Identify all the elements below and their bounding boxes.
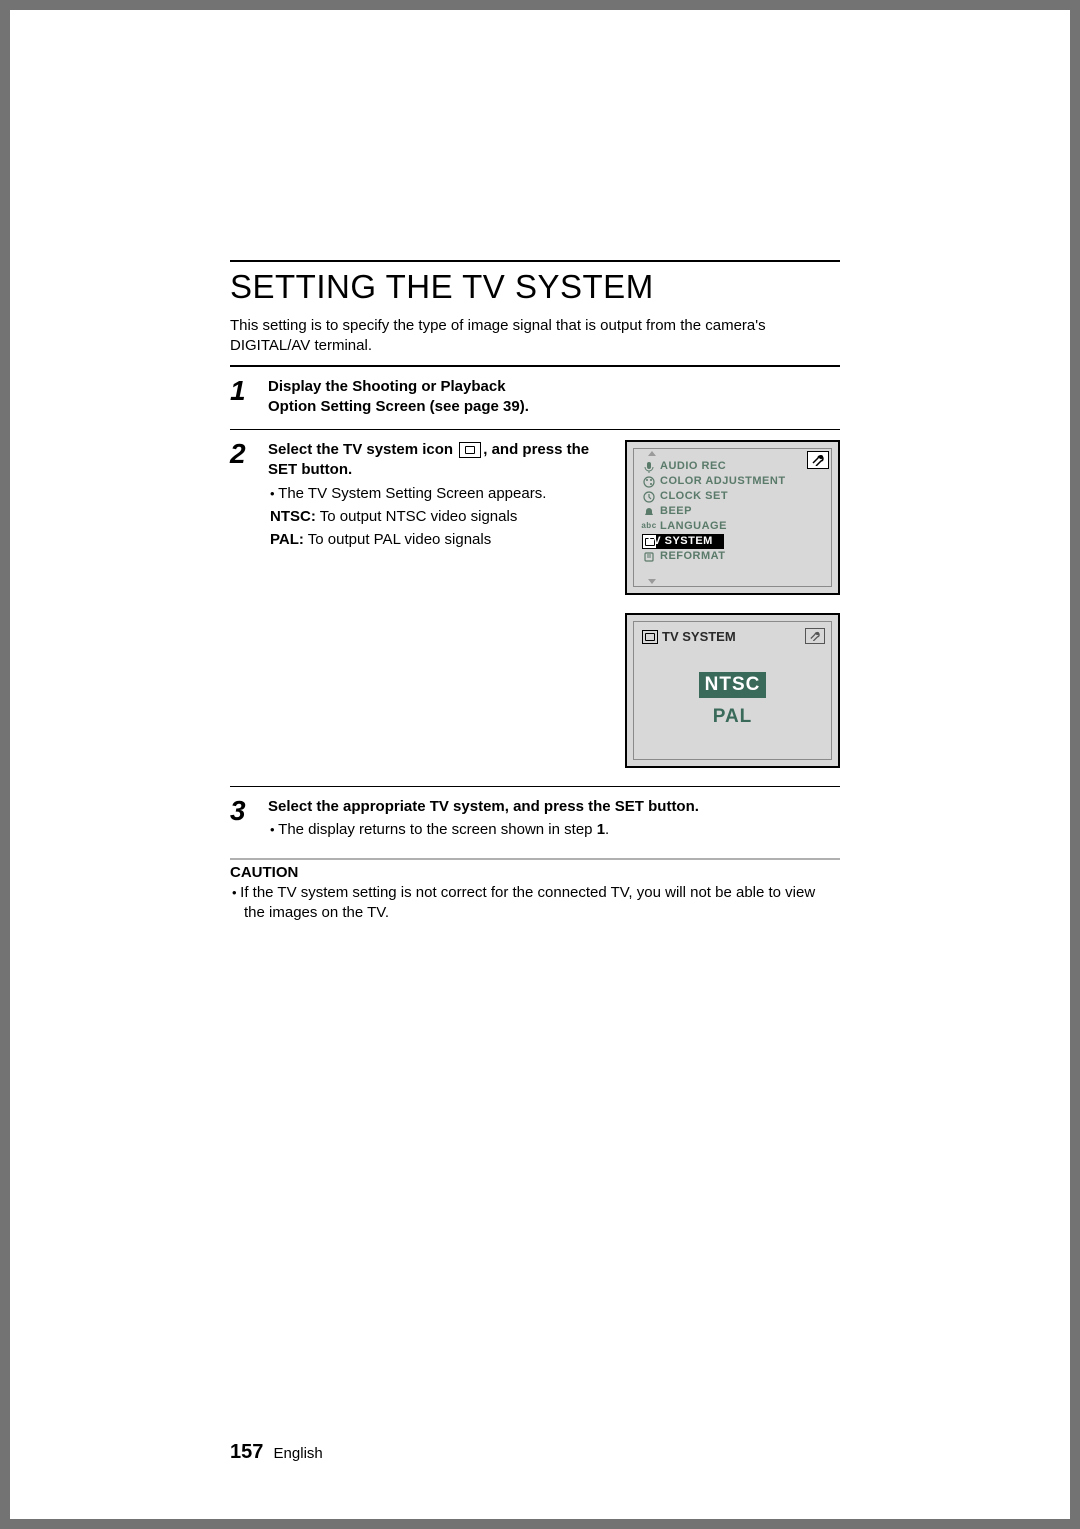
menu-item-audio-rec: AUDIO REC <box>642 459 802 474</box>
option-ntsc: NTSC <box>699 672 767 698</box>
step2-head-a: Select the TV system icon <box>268 441 457 458</box>
option-menu-list: AUDIO REC COLOR ADJUSTMENT CLOCK SET <box>642 459 802 564</box>
page-footer: 157 English <box>230 1441 323 1464</box>
lcd-screen-tv-system: TV SYSTEM NTSC PAL <box>625 613 840 768</box>
step3-sub-a: The display returns to the screen shown … <box>278 821 597 838</box>
step2-sub1: The TV System Setting Screen appears. <box>268 484 605 504</box>
lcd2-title-text: TV SYSTEM <box>662 628 736 646</box>
step-heading: Select the TV system icon , and press th… <box>268 440 605 481</box>
lcd-inner-frame: TV SYSTEM NTSC PAL <box>633 621 832 760</box>
page-title: SETTING THE TV SYSTEM <box>230 268 840 306</box>
menu-item-beep: BEEP <box>642 504 802 519</box>
page-number: 157 <box>230 1441 263 1463</box>
menu-item-reformat: REFORMAT <box>642 549 802 564</box>
step-2: 2 Select the TV system icon , and press … <box>230 436 840 772</box>
menu-label: TV SYSTEM <box>646 534 713 549</box>
menu-item-color-adjustment: COLOR ADJUSTMENT <box>642 474 802 489</box>
lcd-screens-column: AUDIO REC COLOR ADJUSTMENT CLOCK SET <box>625 440 840 768</box>
language-icon: abc <box>642 520 656 533</box>
bell-icon <box>642 505 656 518</box>
step2-pal: PAL: To output PAL video signals <box>268 530 605 550</box>
step-3: 3 Select the appropriate TV system, and … <box>230 793 840 848</box>
ntsc-label: NTSC: <box>270 508 316 525</box>
step2-text-column: Select the TV system icon , and press th… <box>268 440 605 553</box>
footer-language: English <box>274 1445 323 1462</box>
caution-body: If the TV system setting is not correct … <box>230 883 840 924</box>
step1-line1: Display the Shooting or Playback <box>268 378 506 395</box>
tv-system-options: NTSC PAL <box>634 672 831 729</box>
lcd-inner-frame: AUDIO REC COLOR ADJUSTMENT CLOCK SET <box>633 448 832 587</box>
step3-sub-b: 1 <box>597 821 605 838</box>
palette-icon <box>642 475 656 488</box>
step-body: Select the appropriate TV system, and pr… <box>268 797 840 844</box>
step-number: 3 <box>230 797 256 825</box>
card-icon <box>642 550 656 563</box>
title-rule <box>230 260 840 262</box>
tv-icon <box>642 630 658 644</box>
option-pal: PAL <box>707 704 759 730</box>
menu-label: AUDIO REC <box>660 459 726 474</box>
caution-title: CAUTION <box>230 864 840 881</box>
step-divider-2 <box>230 786 840 787</box>
menu-label: CLOCK SET <box>660 489 728 504</box>
manual-page: SETTING THE TV SYSTEM This setting is to… <box>10 10 1070 1519</box>
scroll-down-arrow-icon <box>648 579 656 584</box>
wrench-icon <box>805 628 825 644</box>
lcd-screen-menu: AUDIO REC COLOR ADJUSTMENT CLOCK SET <box>625 440 840 595</box>
step-number: 2 <box>230 440 256 468</box>
scroll-up-arrow-icon <box>648 451 656 456</box>
wrench-icon <box>807 451 829 469</box>
step3-sub-c: . <box>605 821 609 838</box>
step1-line2: Option Setting Screen (see page 39). <box>268 398 529 415</box>
pal-label: PAL: <box>270 531 304 548</box>
menu-item-language: abc LANGUAGE <box>642 519 802 534</box>
lcd2-header: TV SYSTEM <box>642 628 736 646</box>
section-rule-1 <box>230 365 840 367</box>
step-heading: Display the Shooting or Playback Option … <box>268 377 840 418</box>
step2-ntsc: NTSC: To output NTSC video signals <box>268 507 605 527</box>
intro-text: This setting is to specify the type of i… <box>230 316 840 357</box>
step-heading: Select the appropriate TV system, and pr… <box>268 797 840 817</box>
menu-label: COLOR ADJUSTMENT <box>660 474 786 489</box>
step-divider-1 <box>230 429 840 430</box>
pal-text: To output PAL video signals <box>304 531 491 548</box>
step-number: 1 <box>230 377 256 405</box>
menu-label: LANGUAGE <box>660 519 727 534</box>
caution-rule <box>230 858 840 860</box>
clock-icon <box>642 490 656 503</box>
mic-icon <box>642 460 656 473</box>
menu-label: BEEP <box>660 504 692 519</box>
tv-system-icon <box>459 442 481 458</box>
step3-sub1: The display returns to the screen shown … <box>268 820 840 840</box>
menu-label: REFORMAT <box>660 549 726 564</box>
step-body: Select the TV system icon , and press th… <box>268 440 840 768</box>
menu-item-tv-system: TV SYSTEM <box>642 534 802 549</box>
menu-item-clock-set: CLOCK SET <box>642 489 802 504</box>
step-1: 1 Display the Shooting or Playback Optio… <box>230 373 840 424</box>
step-body: Display the Shooting or Playback Option … <box>268 377 840 420</box>
ntsc-text: To output NTSC video signals <box>316 508 518 525</box>
